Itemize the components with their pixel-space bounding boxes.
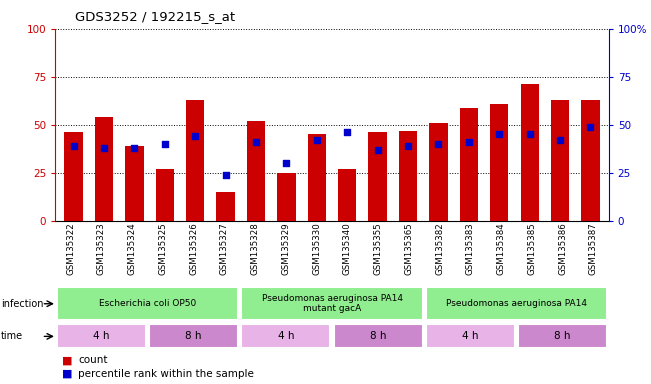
Bar <box>125 146 143 221</box>
Text: Pseudomonas aeruginosa PA14: Pseudomonas aeruginosa PA14 <box>446 299 587 308</box>
Text: GSM135355: GSM135355 <box>374 223 383 275</box>
Text: GSM135328: GSM135328 <box>251 223 260 275</box>
Text: GSM135386: GSM135386 <box>558 223 567 275</box>
Text: GSM135329: GSM135329 <box>281 223 290 275</box>
Point <box>464 139 474 145</box>
Bar <box>308 134 326 221</box>
Bar <box>277 173 296 221</box>
Bar <box>95 117 113 221</box>
Text: GSM135327: GSM135327 <box>220 223 229 275</box>
Text: 8 h: 8 h <box>186 331 202 341</box>
Bar <box>57 324 146 348</box>
Text: count: count <box>78 355 107 365</box>
Text: 8 h: 8 h <box>554 331 571 341</box>
Bar <box>460 108 478 221</box>
Point <box>281 160 292 166</box>
Text: GSM135325: GSM135325 <box>158 223 167 275</box>
Text: ■: ■ <box>62 355 72 365</box>
Text: GSM135382: GSM135382 <box>435 223 444 275</box>
Bar <box>490 104 508 221</box>
Text: ■: ■ <box>62 369 72 379</box>
Point <box>342 129 352 136</box>
Point <box>68 143 79 149</box>
Text: GSM135326: GSM135326 <box>189 223 198 275</box>
Bar <box>242 288 422 320</box>
Point <box>494 131 505 137</box>
Bar <box>429 123 447 221</box>
Text: GDS3252 / 192215_s_at: GDS3252 / 192215_s_at <box>75 10 235 23</box>
Text: Escherichia coli OP50: Escherichia coli OP50 <box>99 299 196 308</box>
Point <box>585 124 596 130</box>
Text: 4 h: 4 h <box>93 331 110 341</box>
Point <box>190 133 201 139</box>
Point <box>159 141 170 147</box>
Text: GSM135330: GSM135330 <box>312 223 321 275</box>
Point <box>555 137 565 143</box>
Text: GSM135340: GSM135340 <box>343 223 352 275</box>
Bar <box>247 121 265 221</box>
Text: GSM135323: GSM135323 <box>97 223 106 275</box>
Bar <box>338 169 356 221</box>
Bar <box>368 132 387 221</box>
Text: GSM135322: GSM135322 <box>66 223 76 275</box>
Point <box>403 143 413 149</box>
Point <box>129 145 139 151</box>
Point <box>99 145 109 151</box>
Bar <box>57 288 238 320</box>
Bar <box>156 169 174 221</box>
Text: time: time <box>1 331 23 341</box>
Bar <box>426 324 515 348</box>
Bar <box>581 100 600 221</box>
Text: 8 h: 8 h <box>370 331 387 341</box>
Bar <box>518 324 607 348</box>
Text: GSM135385: GSM135385 <box>527 223 536 275</box>
Bar <box>521 84 539 221</box>
Point <box>433 141 443 147</box>
Point <box>251 139 261 145</box>
Bar <box>333 324 422 348</box>
Text: Pseudomonas aeruginosa PA14
mutant gacA: Pseudomonas aeruginosa PA14 mutant gacA <box>262 294 402 313</box>
Bar <box>64 132 83 221</box>
Text: infection: infection <box>1 299 43 309</box>
Bar <box>149 324 238 348</box>
Bar <box>399 131 417 221</box>
Text: 4 h: 4 h <box>277 331 294 341</box>
Bar <box>186 100 204 221</box>
Point <box>221 172 231 178</box>
Text: GSM135383: GSM135383 <box>466 223 475 275</box>
Point <box>312 137 322 143</box>
Bar <box>426 288 607 320</box>
Text: GSM135387: GSM135387 <box>589 223 598 275</box>
Text: GSM135384: GSM135384 <box>497 223 506 275</box>
Text: percentile rank within the sample: percentile rank within the sample <box>78 369 254 379</box>
Bar <box>551 100 569 221</box>
Point <box>525 131 535 137</box>
Text: GSM135324: GSM135324 <box>128 223 137 275</box>
Bar <box>242 324 331 348</box>
Point <box>372 147 383 153</box>
Text: 4 h: 4 h <box>462 331 478 341</box>
Text: GSM135365: GSM135365 <box>404 223 413 275</box>
Bar <box>217 192 235 221</box>
